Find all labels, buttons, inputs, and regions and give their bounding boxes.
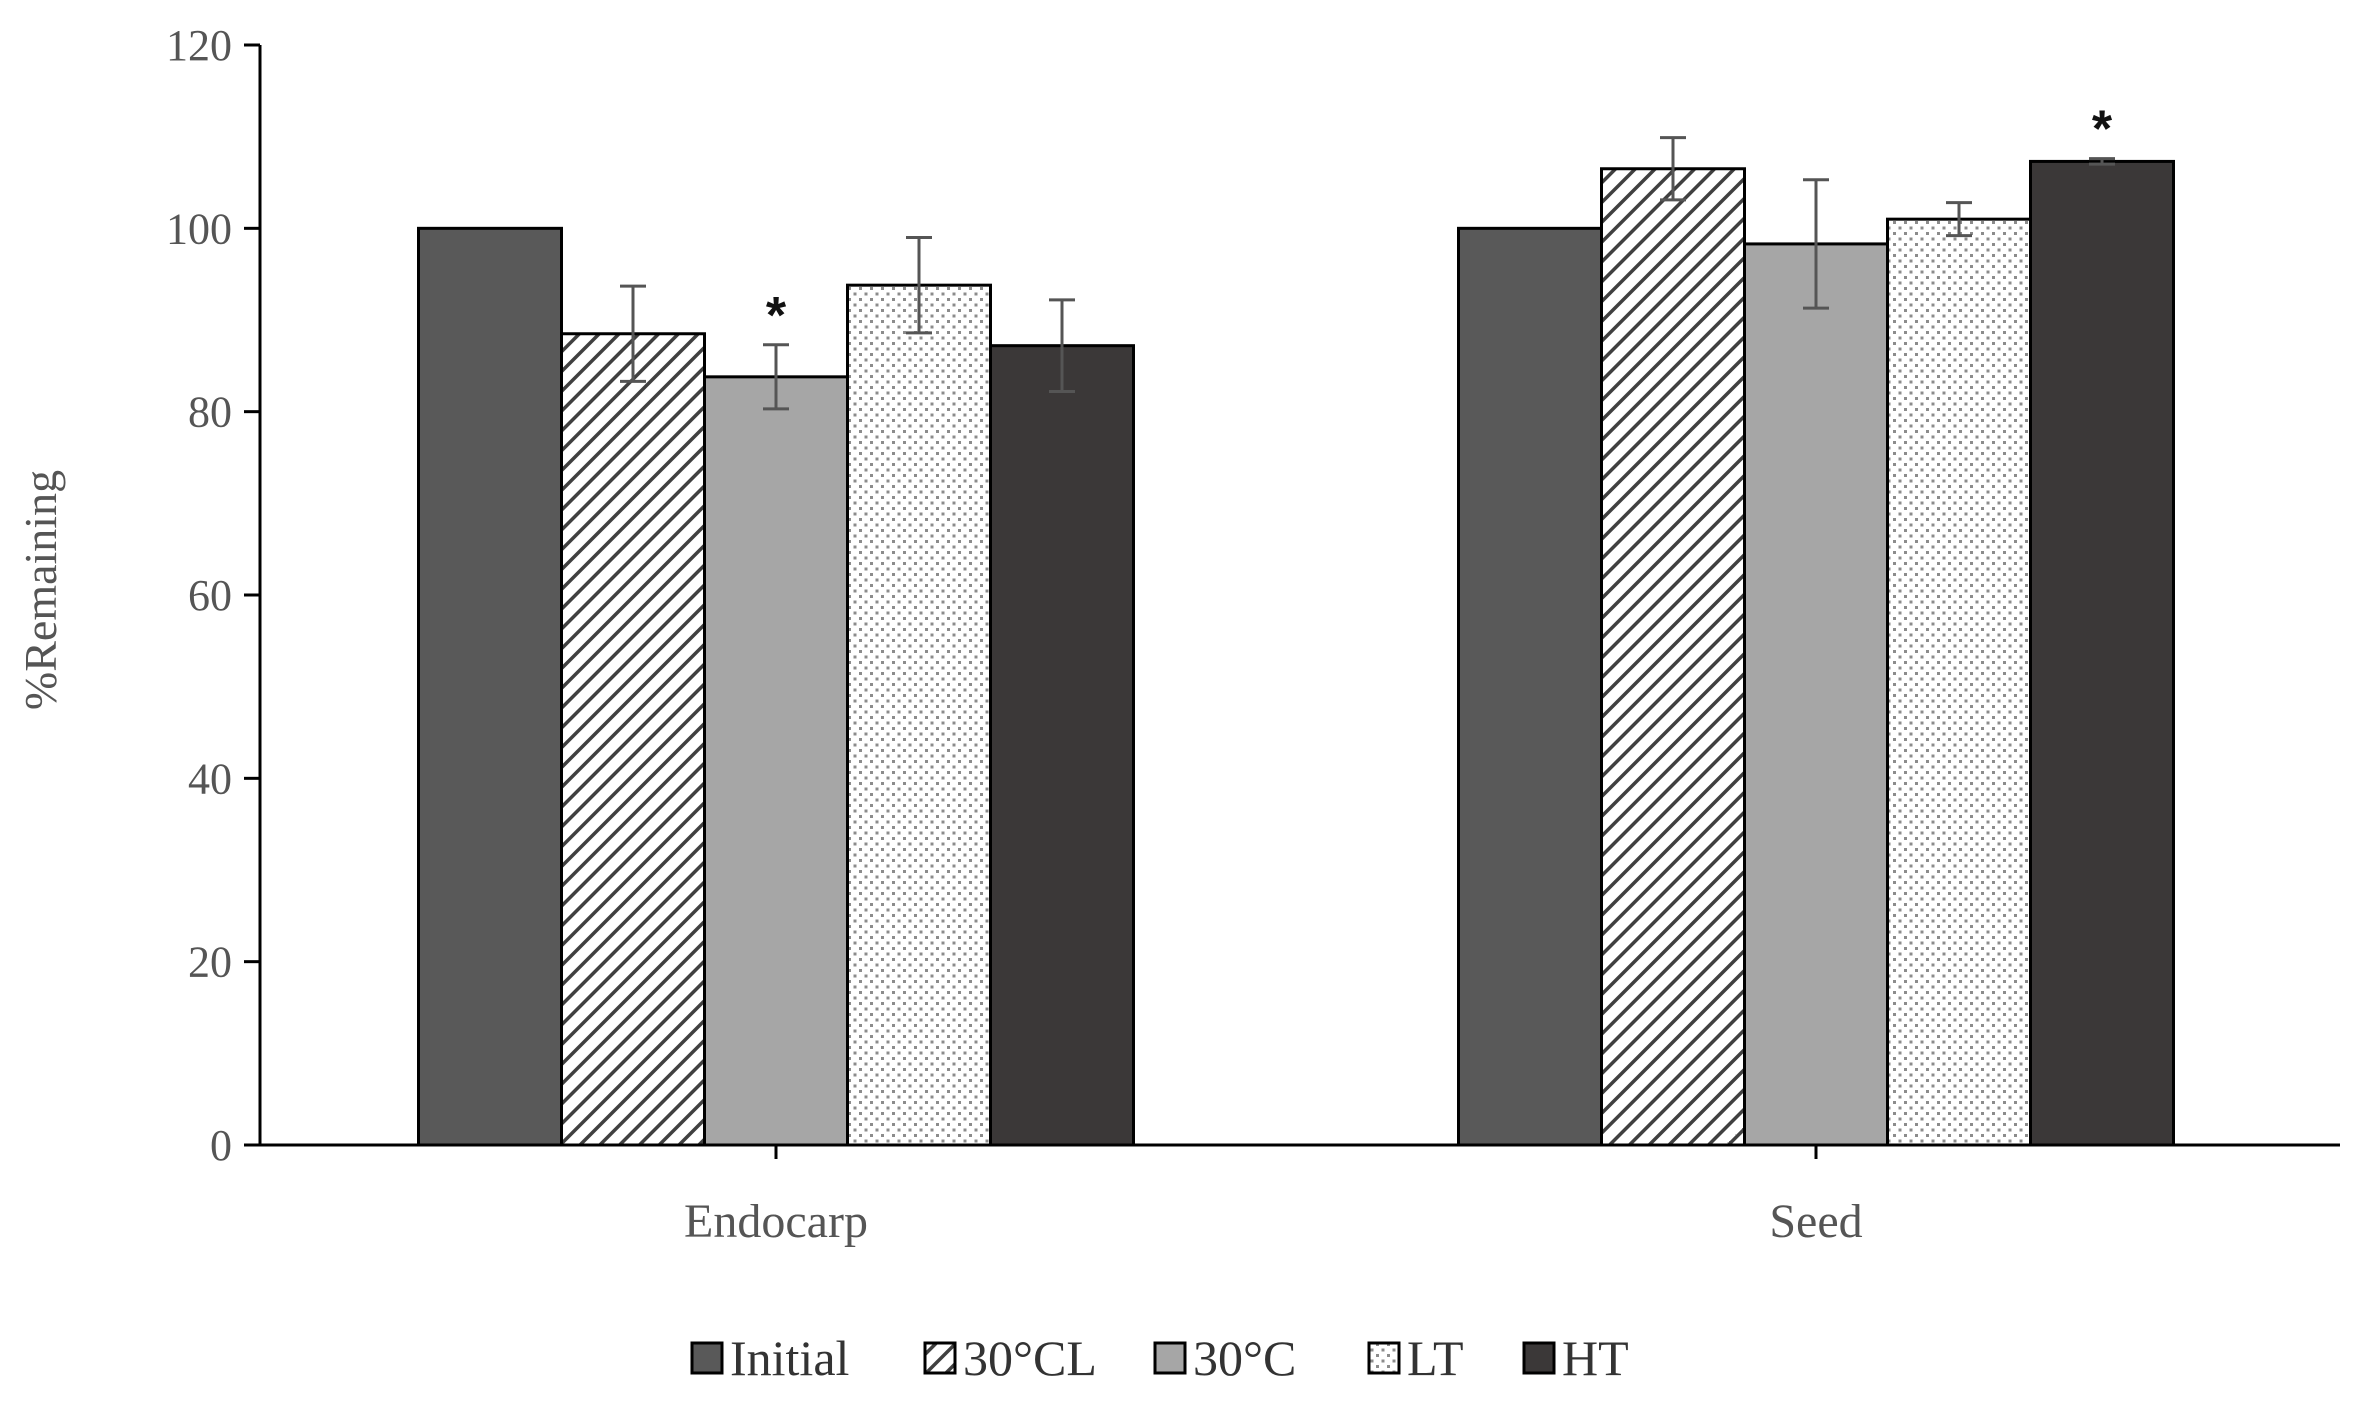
legend-label: 30°C — [1193, 1330, 1296, 1386]
error-bar-seed-ht — [2089, 157, 2115, 166]
legend-item-ht: HT — [1522, 1330, 1629, 1386]
error-bar-endocarp-30c — [763, 343, 789, 411]
y-tick-label: 120 — [166, 21, 232, 70]
error-bar-endocarp-ht — [1049, 298, 1075, 393]
legend-label: Initial — [730, 1330, 849, 1386]
bar-endocarp-30c — [703, 375, 849, 1147]
legend-swatch — [1367, 1341, 1401, 1375]
legend-swatch — [1153, 1341, 1187, 1375]
y-axis-title: %Remaining — [15, 470, 66, 710]
error-bar-seed-lt — [1946, 201, 1972, 238]
bar-endocarp-lt — [846, 283, 992, 1147]
legend-swatch — [923, 1341, 957, 1375]
legend-label: LT — [1407, 1330, 1464, 1386]
bar-seed-30cl — [1600, 167, 1746, 1147]
legend-item-lt: LT — [1367, 1330, 1464, 1386]
significance-marker-seed: * — [2092, 101, 2113, 159]
significance-marker-endocarp: * — [766, 287, 787, 345]
legend-item-30c: 30°C — [1153, 1330, 1296, 1386]
legend-label: HT — [1562, 1330, 1629, 1386]
bar-seed-ht — [2029, 159, 2175, 1147]
y-axis: 0 20 40 60 80 100 120 — [166, 21, 262, 1170]
annotations: ** — [766, 101, 2113, 345]
bar-seed-30c — [1743, 242, 1889, 1147]
y-tick-label: 0 — [210, 1121, 232, 1170]
legend-swatch — [690, 1341, 724, 1375]
bars — [417, 159, 2175, 1147]
legend-item-30cl: 30°CL — [923, 1330, 1097, 1386]
error-bar-seed-30cl — [1660, 136, 1686, 202]
y-tick-label: 40 — [188, 754, 232, 803]
error-bars — [620, 136, 2115, 411]
error-bar-endocarp-lt — [906, 236, 932, 335]
y-tick-label: 60 — [188, 571, 232, 620]
bar-endocarp-ht — [989, 344, 1135, 1147]
legend: Initial 30°CL 30°C LT HT — [690, 1330, 1629, 1386]
x-axis: Endocarp Seed — [260, 1143, 2340, 1248]
y-tick-label: 20 — [188, 938, 232, 987]
error-bar-seed-30c — [1803, 178, 1829, 310]
bar-seed-lt — [1886, 217, 2032, 1147]
error-bar-endocarp-30cl — [620, 284, 646, 383]
legend-item-initial: Initial — [690, 1330, 849, 1386]
bar-endocarp-30cl — [560, 332, 706, 1147]
bar-endocarp-initial — [417, 226, 563, 1147]
x-category-label-endocarp: Endocarp — [684, 1195, 868, 1248]
legend-swatch — [1522, 1341, 1556, 1375]
y-tick-label: 80 — [188, 388, 232, 437]
y-tick-label: 100 — [166, 204, 232, 253]
bar-seed-initial — [1457, 226, 1603, 1147]
x-category-label-seed: Seed — [1769, 1195, 1862, 1248]
legend-label: 30°CL — [963, 1330, 1097, 1386]
